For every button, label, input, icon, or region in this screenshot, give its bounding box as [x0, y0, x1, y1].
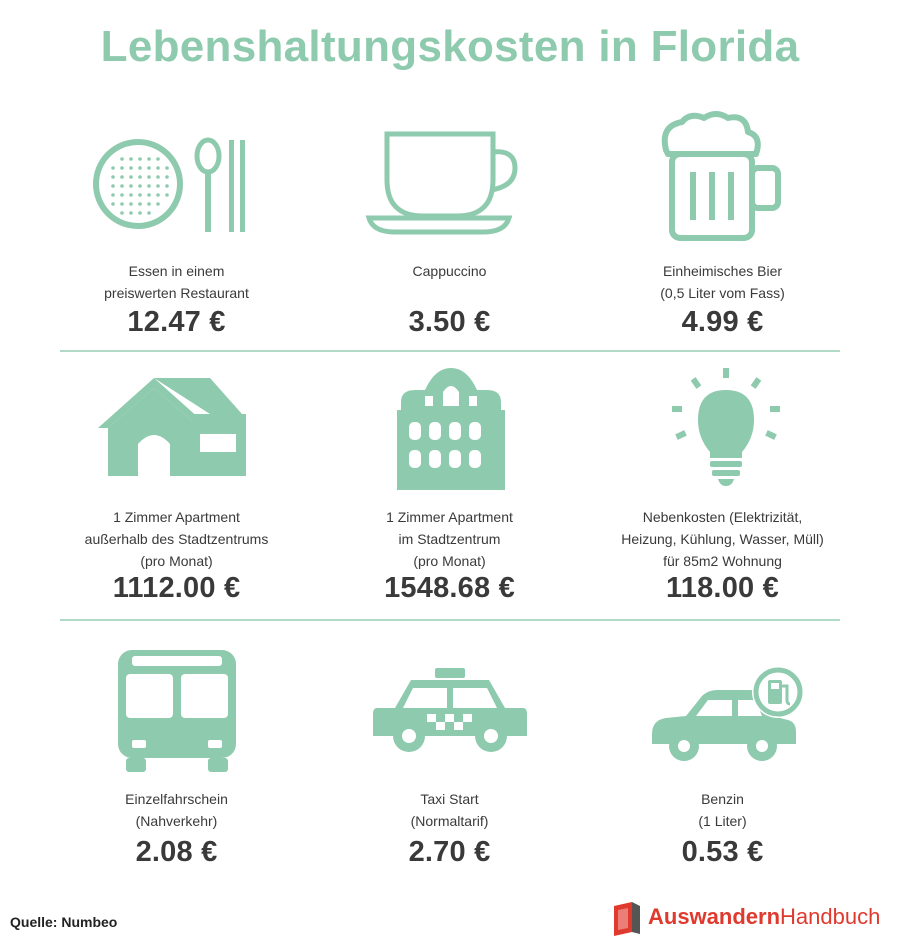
cost-item-bus-ticket: Einzelfahrschein (Nahverkehr) 2.08 €: [40, 640, 313, 900]
cost-item-utilities: Nebenkosten (Elektrizität, Heizung, Kühl…: [586, 362, 859, 622]
cost-item-apartment-center: 1 Zimmer Apartment im Stadtzentrum (pro …: [313, 362, 586, 622]
label-line: Essen in einem: [128, 263, 225, 279]
brand-logo: AuswandernHandbuch: [610, 900, 895, 936]
apartment-building-icon: [313, 362, 586, 502]
cost-price: 1112.00 €: [112, 572, 241, 604]
coffee-cup-icon: [313, 120, 586, 260]
book-icon: [614, 902, 640, 936]
cost-price: 3.50 €: [408, 306, 491, 338]
taxi-icon: [313, 664, 586, 804]
cost-label: Benzin (1 Liter): [586, 788, 859, 832]
cost-label: Cappuccino: [313, 260, 586, 282]
brand-name-part1: Auswandern: [648, 904, 781, 929]
cost-price: 12.47 €: [127, 306, 226, 338]
cost-label: 1 Zimmer Apartment außerhalb des Stadtze…: [40, 506, 313, 572]
cost-price: 2.70 €: [408, 836, 491, 868]
cost-item-taxi: Taxi Start (Normaltarif) 2.70 €: [313, 640, 586, 900]
label-line: 1 Zimmer Apartment: [113, 509, 240, 525]
label-line: außerhalb des Stadtzentrums: [84, 531, 269, 547]
bus-icon: [40, 646, 313, 786]
brand-name: AuswandernHandbuch: [648, 904, 880, 930]
cost-row-3: Einzelfahrschein (Nahverkehr) 2.08 € Tax…: [40, 640, 860, 900]
cost-price: 2.08 €: [135, 836, 218, 868]
label-line: (pro Monat): [140, 553, 213, 569]
car-fuel-icon: [586, 662, 859, 802]
label-line: Taxi Start: [420, 791, 479, 807]
label-line: (Nahverkehr): [135, 813, 218, 829]
restaurant-icon: [40, 120, 313, 260]
label-line: (0,5 Liter vom Fass): [660, 285, 785, 301]
cost-label: 1 Zimmer Apartment im Stadtzentrum (pro …: [313, 506, 586, 572]
cost-price: 118.00 €: [666, 572, 779, 604]
label-line: im Stadtzentrum: [398, 531, 501, 547]
label-line: Nebenkosten (Elektrizität,: [642, 509, 803, 525]
cost-price: 1548.68 €: [384, 572, 515, 604]
label-line: Heizung, Kühlung, Wasser, Müll): [621, 531, 824, 547]
label-line: Benzin: [701, 791, 744, 807]
cost-row-2: 1 Zimmer Apartment außerhalb des Stadtze…: [40, 362, 860, 622]
beer-mug-icon: [586, 110, 859, 250]
label-line: für 85m2 Wohnung: [663, 553, 782, 569]
row-divider: [60, 619, 840, 621]
cost-label: Nebenkosten (Elektrizität, Heizung, Kühl…: [586, 506, 859, 572]
label-line: (pro Monat): [413, 553, 486, 569]
light-bulb-icon: [586, 362, 859, 502]
label-line: Einzelfahrschein: [125, 791, 228, 807]
cost-label: Essen in einem preiswerten Restaurant: [40, 260, 313, 304]
page-title: Lebenshaltungskosten in Florida: [100, 22, 800, 71]
source-note: Quelle: Numbeo: [10, 914, 118, 930]
label-line: preiswerten Restaurant: [104, 285, 249, 301]
cost-row-1: Essen in einem preiswerten Restaurant 12…: [40, 110, 860, 370]
house-icon: [40, 372, 313, 512]
cost-price: 0.53 €: [681, 836, 764, 868]
cost-item-petrol: Benzin (1 Liter) 0.53 €: [586, 640, 859, 900]
row-divider: [60, 350, 840, 352]
cost-item-beer: Einheimisches Bier (0,5 Liter vom Fass) …: [586, 110, 859, 370]
label-line: Einheimisches Bier: [662, 263, 783, 279]
label-line: Cappuccino: [412, 263, 487, 279]
label-line: (1 Liter): [698, 813, 747, 829]
cost-label: Einzelfahrschein (Nahverkehr): [40, 788, 313, 832]
label-line: (Normaltarif): [410, 813, 489, 829]
label-line: 1 Zimmer Apartment: [386, 509, 513, 525]
cost-item-restaurant: Essen in einem preiswerten Restaurant 12…: [40, 110, 313, 370]
cost-label: Taxi Start (Normaltarif): [313, 788, 586, 832]
cost-item-apartment-outside: 1 Zimmer Apartment außerhalb des Stadtze…: [40, 362, 313, 622]
cost-item-cappuccino: Cappuccino 3.50 €: [313, 110, 586, 370]
cost-label: Einheimisches Bier (0,5 Liter vom Fass): [586, 260, 859, 304]
brand-name-part2: Handbuch: [780, 904, 881, 929]
cost-price: 4.99 €: [681, 306, 764, 338]
